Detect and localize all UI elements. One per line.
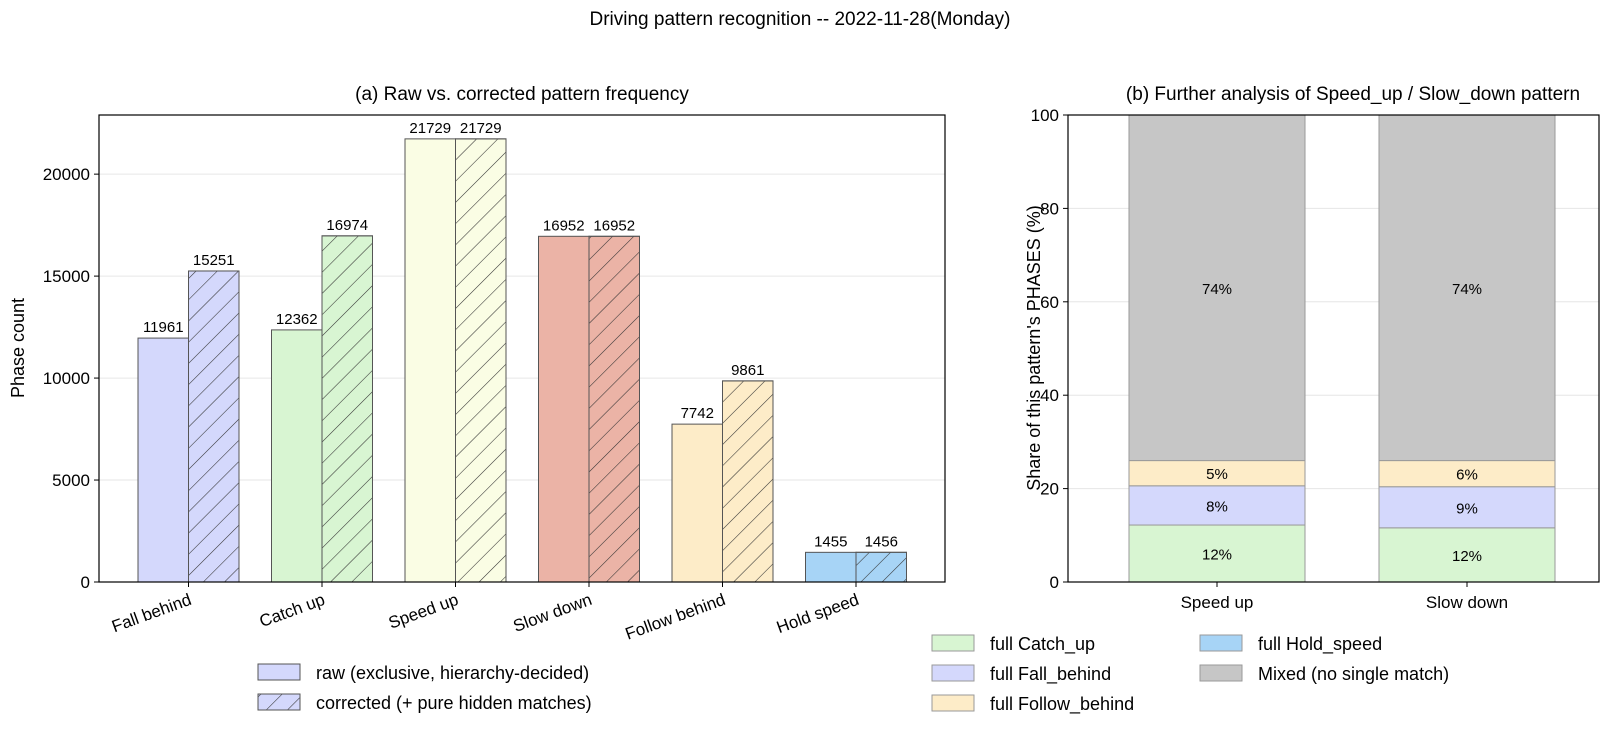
legend-label-mixed-no-single-match: Mixed (no single match) [1258,664,1449,684]
chart-a-frame [98,114,946,583]
bar-hatch-slow-down [588,235,640,583]
chart-a-legend: raw (exclusive, hierarchy-decided) correc… [257,663,592,713]
x-tick-label-fall-behind: Fall behind [109,590,194,636]
chart-b-y-tick-label: 60 [1040,293,1059,312]
segment-full-follow-behind-slow-down [1378,460,1556,488]
chart-a-bars [137,138,907,583]
legend-label-corrected: corrected (+ pure hidden matches) [316,693,592,713]
chart-b-y-tick-label: 20 [1040,480,1059,499]
data-label-raw-hold-speed: 1455 [814,533,847,550]
chart-a-y-tick-label: 15000 [43,267,90,286]
segment-full-fall-behind-speed-up [1128,485,1306,526]
chart-b-y-ticks: 0 20 40 60 80 100 [1031,106,1068,592]
bar-raw-catch-up [271,329,323,583]
chart-b-y-tick-label: 0 [1050,573,1059,592]
data-label-raw-catch-up: 12362 [276,311,318,328]
segment-label-full-fall-behind-slow-down: 9% [1456,500,1478,517]
segment-label-full-catch-up-slow-down: 12% [1452,548,1482,565]
segment-label-mixed-no-single-match-speed-up: 74% [1202,281,1232,298]
chart-b-y-tick-label: 40 [1040,386,1059,405]
x-tick-label-hold-speed: Hold speed [774,590,861,637]
segment-label-full-follow-behind-speed-up: 5% [1206,466,1228,483]
data-label-corrected-slow-down: 16952 [593,217,635,234]
data-label-raw-follow-behind: 7742 [681,405,714,422]
legend-swatch-full-fall-behind [931,664,975,682]
legend-swatch-hatch [257,693,301,711]
segment-full-catch-up-speed-up [1128,524,1306,583]
bar-raw-speed-up [404,138,456,583]
legend-swatch-full-catch-up [931,634,975,652]
legend-swatch-full-follow-behind [931,694,975,712]
chart-a: (a) Raw vs. corrected pattern frequency … [8,84,946,713]
data-label-corrected-catch-up: 16974 [326,217,368,234]
bar-hatch-fall-behind [188,270,240,583]
legend-swatch-raw [257,663,301,681]
x-tick-label-slow-down: Slow down [511,590,595,636]
segment-full-catch-up-slow-down [1378,527,1556,583]
segment-mixed-no-single-match-speed-up [1128,114,1306,462]
bar-hatch-speed-up [455,138,507,583]
legend-label-full-fall-behind: full Fall_behind [990,664,1111,685]
chart-a-y-tick-label: 5000 [52,471,90,490]
chart-b-frame [1067,114,1600,583]
data-label-corrected-hold-speed: 1456 [865,533,898,550]
data-label-raw-speed-up: 21729 [409,120,451,137]
data-label-raw-fall-behind: 11961 [143,319,184,336]
segment-full-fall-behind-slow-down [1378,486,1556,529]
chart-b-y-tick-label: 100 [1031,106,1059,125]
chart-b-bars [1128,114,1556,583]
data-label-raw-slow-down: 16952 [543,217,585,234]
chart-a-x-ticks: Fall behind Catch up Speed up Slow down Foll… [109,582,861,644]
legend-swatch-full-hold-speed [1199,634,1243,652]
x-tick-label-follow-behind: Follow behind [623,590,728,644]
legend-label-full-follow-behind: full Follow_behind [990,694,1134,715]
bar-raw-follow-behind [671,423,723,583]
chart-b-title: (b) Further analysis of Speed_up / Slow_… [1126,84,1580,105]
data-label-corrected-speed-up: 21729 [460,120,502,137]
chart-b-y-tick-label: 80 [1040,199,1059,218]
chart-a-data-labels: 11961 15251 12362 16974 21729 21729 16952 16952… [143,120,898,550]
data-label-corrected-follow-behind: 9861 [731,362,764,379]
chart-a-y-tick-label: 20000 [43,165,90,184]
bar-hatch-catch-up [321,235,373,583]
figure-title: Driving pattern recognition -- 2022-11-2… [589,9,1010,30]
legend-label-raw: raw (exclusive, hierarchy-decided) [316,663,589,683]
chart-a-title: (a) Raw vs. corrected pattern frequency [355,84,689,105]
chart-b-ylabel: Share of this pattern's PHASES (%) [1024,205,1044,491]
chart-a-ylabel: Phase count [8,298,28,398]
segment-full-follow-behind-speed-up [1128,460,1306,487]
chart-b: (b) Further analysis of Speed_up / Slow_… [931,84,1600,715]
bar-hatch-hold-speed [855,551,907,583]
segment-label-full-fall-behind-speed-up: 8% [1206,498,1228,515]
bar-raw-hold-speed [805,551,857,583]
chart-a-gridlines [99,173,945,481]
legend-label-full-hold-speed: full Hold_speed [1258,634,1382,655]
chart-b-x-ticks: Speed up Slow down [1181,582,1508,612]
chart-a-y-tick-label: 0 [81,573,90,592]
x-tick-label-speed-up: Speed up [386,590,461,633]
x-tick-label-slow-down: Slow down [1426,593,1508,612]
bar-raw-fall-behind [137,337,189,583]
chart-a-y-tick-label: 10000 [43,369,90,388]
chart-b-data-labels: 12% 8% 5% 74% 12% 9% 6% 74% [1202,281,1482,565]
bar-raw-slow-down [538,235,590,583]
data-label-corrected-fall-behind: 15251 [193,252,235,269]
chart-a-y-ticks: 0 5000 10000 15000 20000 [43,165,99,592]
segment-label-mixed-no-single-match-slow-down: 74% [1452,281,1482,298]
segment-label-full-follow-behind-slow-down: 6% [1456,467,1478,484]
legend-label-full-catch-up: full Catch_up [990,634,1095,655]
segment-label-full-catch-up-speed-up: 12% [1202,547,1232,564]
bar-hatch-follow-behind [722,380,774,583]
x-tick-label-catch-up: Catch up [257,590,327,631]
x-tick-label-speed-up: Speed up [1181,593,1254,612]
legend-swatch-mixed-no-single-match [1199,664,1243,682]
